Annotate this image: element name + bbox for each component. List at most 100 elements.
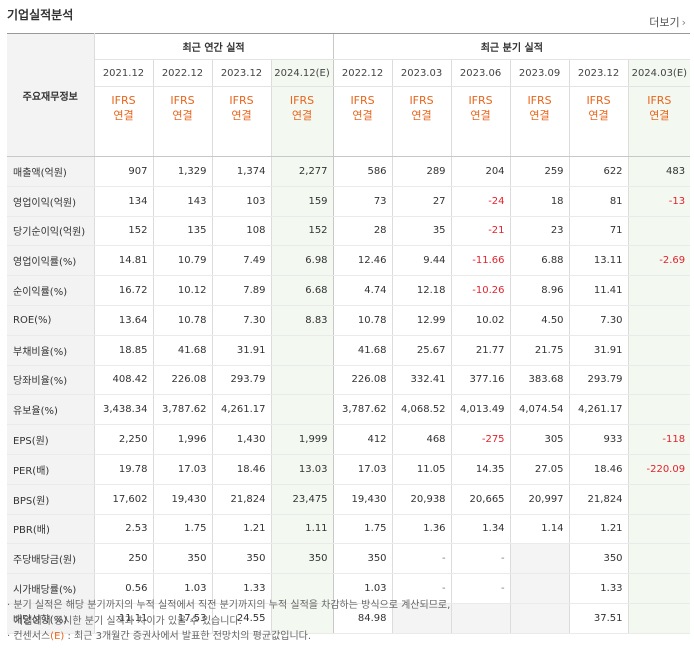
value-cell: 1,374 <box>211 156 271 187</box>
footnotes: · 분기 실적은 해당 분기까지의 누적 실적에서 직전 분기까지의 누적 실적… <box>7 598 450 645</box>
value-cell: 226.08 <box>152 365 212 396</box>
period-header: 2021.12 <box>94 59 153 87</box>
row-label: 순이익률(%) <box>7 275 95 306</box>
value-cell: 3,787.62 <box>332 394 393 426</box>
value-cell: 2,277 <box>270 156 334 187</box>
row-label: 유보율(%) <box>7 394 95 426</box>
value-cell: 1.11 <box>270 514 334 545</box>
footnote-2-suffix: : 최근 3개월간 증권사에서 발표한 전망치의 평균값입니다. <box>64 631 312 642</box>
value-cell: -21 <box>450 216 511 247</box>
value-cell: 6.88 <box>509 245 570 277</box>
value-cell: 622 <box>568 156 629 187</box>
value-cell: 18.46 <box>211 454 271 485</box>
value-cell: 1,329 <box>152 156 212 187</box>
value-cell: 3,438.34 <box>94 394 153 426</box>
value-cell: 14.81 <box>94 245 153 277</box>
period-header: 2022.12 <box>152 59 212 87</box>
value-cell: 21.75 <box>509 335 570 366</box>
table-body: 매출액(억원) 907 1,329 1,374 2,277 586 289 204 259 622… <box>7 156 691 634</box>
table-row: BPS(원) 17,602 19,430 21,824 23,475 19,430 20,9… <box>7 484 691 515</box>
value-cell: -11.66 <box>450 245 511 277</box>
value-cell: 11.11 <box>94 603 153 634</box>
row-label: BPS(원) <box>7 484 95 515</box>
ifrs-line1: IFRS <box>170 94 195 107</box>
ifrs-line2: 연결 <box>649 109 670 122</box>
row-label: 당좌비율(%) <box>7 365 95 396</box>
value-cell: 10.79 <box>152 245 212 277</box>
row-label: 영업이익(억원) <box>7 186 95 217</box>
value-cell: 1.33 <box>568 573 629 604</box>
ifrs-line1: IFRS <box>111 94 136 107</box>
value-cell: -220.09 <box>627 454 691 485</box>
value-cell: 1.03 <box>332 573 393 604</box>
ifrs-line2: 연결 <box>352 109 373 122</box>
value-cell: 84.98 <box>332 603 393 634</box>
value-cell: 135 <box>152 216 212 247</box>
value-cell: -13 <box>627 186 691 217</box>
value-cell <box>391 603 452 634</box>
value-cell: 2,250 <box>94 424 153 455</box>
value-cell: 350 <box>270 543 334 575</box>
value-cell: 21,824 <box>211 484 271 515</box>
value-cell <box>627 543 691 575</box>
value-cell: 8.96 <box>509 275 570 306</box>
value-cell: 305 <box>509 424 570 455</box>
value-cell: 1,999 <box>270 424 334 455</box>
ifrs-label: IFRS 연결 <box>450 86 511 157</box>
table-row: 당좌비율(%) 408.42 226.08 293.79 226.08 332.41 377… <box>7 365 691 396</box>
row-label: PBR(배) <box>7 514 95 545</box>
value-cell: 1,996 <box>152 424 212 455</box>
row-label: 부채비율(%) <box>7 335 95 366</box>
value-cell: 14.35 <box>450 454 511 485</box>
value-cell: 7.30 <box>211 305 271 336</box>
value-cell: 23 <box>509 216 570 247</box>
value-cell: 41.68 <box>152 335 212 366</box>
ifrs-label: IFRS 연결 <box>270 86 334 157</box>
value-cell: 19,430 <box>152 484 212 515</box>
ifrs-line2: 연결 <box>291 109 313 122</box>
table-row: ROE(%) 13.64 10.78 7.30 8.83 10.78 12.99 10.02 4… <box>7 305 691 336</box>
value-cell: 31.91 <box>568 335 629 366</box>
value-cell: 1.75 <box>152 514 212 545</box>
value-cell: 289 <box>391 156 452 187</box>
ifrs-label: IFRS 연결 <box>568 86 629 157</box>
value-cell: 13.03 <box>270 454 334 485</box>
value-cell: 1.21 <box>568 514 629 545</box>
value-cell: 37.51 <box>568 603 629 634</box>
ifrs-line1: IFRS <box>409 94 434 107</box>
value-cell: 8.83 <box>270 305 334 336</box>
value-cell: 21,824 <box>568 484 629 515</box>
value-cell <box>627 275 691 306</box>
value-cell: 134 <box>94 186 153 217</box>
value-cell <box>270 335 334 366</box>
value-cell <box>627 335 691 366</box>
value-cell: -24 <box>450 186 511 217</box>
value-cell <box>627 514 691 545</box>
ifrs-line1: IFRS <box>289 94 315 107</box>
value-cell: 71 <box>568 216 629 247</box>
value-cell: 24.55 <box>211 603 271 634</box>
value-cell <box>627 365 691 396</box>
value-cell: 12.18 <box>391 275 452 306</box>
row-label: 시가배당률(%) <box>7 573 95 604</box>
value-cell: 20,938 <box>391 484 452 515</box>
more-link[interactable]: 더보기 › <box>649 14 686 30</box>
ifrs-row: IFRS 연결 IFRS 연결 IFRS 연결 IFRS 연결 IFRS 연결 IFRS 연결 IFRS… <box>7 86 691 157</box>
value-cell: 4,261.17 <box>568 394 629 426</box>
value-cell: 103 <box>211 186 271 217</box>
value-cell: 350 <box>211 543 271 575</box>
table-row: PER(배) 19.78 17.03 18.46 13.03 17.03 11.05 14.3… <box>7 454 691 485</box>
value-cell: - <box>391 573 452 604</box>
footnote-1-cont: 기업에서 공시한 분기 실적과 차이가 있을 수 있습니다. <box>14 615 242 627</box>
value-cell: 4,261.17 <box>211 394 271 426</box>
value-cell: 7.89 <box>211 275 271 306</box>
table-row: 영업이익률(%) 14.81 10.79 7.49 6.98 12.46 9.44 -11.6… <box>7 245 691 277</box>
more-label: 더보기 <box>649 16 680 29</box>
value-cell: 81 <box>568 186 629 217</box>
value-cell: 10.12 <box>152 275 212 306</box>
value-cell: 350 <box>568 543 629 575</box>
table-row: 주당배당금(원) 250 350 350 350 350- -350 <box>7 543 691 575</box>
ifrs-line1: IFRS <box>229 94 254 107</box>
ifrs-line2: 연결 <box>231 109 252 122</box>
row-label: EPS(원) <box>7 424 95 455</box>
